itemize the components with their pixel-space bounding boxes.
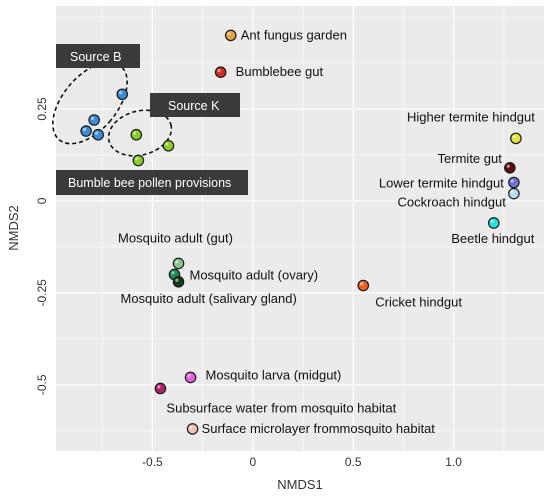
x-tick-label: 1.0: [445, 455, 462, 469]
point-label: Cockroach hindgut: [397, 195, 506, 210]
point-label: Cricket hindgut: [375, 295, 462, 310]
x-tick-label: 0.5: [345, 455, 362, 469]
source-k-ellipse: [107, 109, 173, 157]
data-point: [172, 276, 185, 288]
data-point: [357, 279, 370, 292]
group-label-boxes: Source B Source K Bumble bee pollen prov…: [56, 44, 248, 195]
data-point: [154, 382, 167, 395]
y-tick-label: -0.25: [35, 279, 49, 307]
point-label: Higher termite hindgut: [407, 109, 535, 124]
source-b-box: [56, 44, 140, 68]
grid-lines: [56, 6, 544, 451]
data-point: [508, 176, 520, 189]
point-label: Surface microlayer frommosquito habitat: [202, 421, 436, 436]
y-tick-label: 0.25: [35, 97, 49, 121]
data-point: [504, 162, 516, 174]
point-label: Bumblebee gut: [236, 64, 324, 79]
point-label: Mosquito adult (gut): [118, 230, 233, 245]
data-point: [508, 187, 520, 200]
tick-labels: -0.5 0 0.5 1.0 -0.5 -0.25 0 0.25: [35, 97, 462, 469]
y-axis-title: NMDS2: [6, 205, 21, 251]
data-point: [224, 29, 237, 42]
data-points: [80, 29, 522, 435]
point-label: Ant fungus garden: [241, 27, 347, 42]
x-axis-title: NMDS1: [277, 477, 323, 492]
data-point: [214, 66, 227, 78]
source-b-ellipse: [52, 61, 128, 145]
y-tick-label: 0: [35, 197, 49, 204]
pollen-provisions-box: [56, 170, 248, 195]
source-k-box: [150, 93, 240, 117]
group-source-b-point: [116, 88, 129, 101]
group-source-b-point: [88, 114, 100, 126]
point-label: Lower termite hindgut: [379, 176, 504, 191]
x-tick-label: -0.5: [142, 455, 163, 469]
group-source-b-point: [80, 125, 92, 137]
group-source-k-point: [132, 154, 145, 167]
point-label: Mosquito adult (ovary): [189, 267, 318, 282]
plot-background: [56, 6, 544, 451]
group-source-k-point: [162, 139, 175, 152]
data-point: [487, 217, 500, 229]
point-label: Mosquito adult (salivary gland): [121, 291, 297, 306]
data-point: [172, 257, 185, 270]
data-point: [186, 423, 199, 435]
group-ellipses: [52, 61, 173, 157]
source-k-label: Source K: [168, 99, 220, 113]
data-point: [184, 371, 197, 384]
point-label: Mosquito larva (midgut): [206, 367, 342, 382]
point-labels: Ant fungus garden Bumblebee gut Higher ter…: [118, 27, 535, 436]
y-tick-label: -0.5: [35, 374, 49, 395]
point-label: Beetle hindgut: [451, 231, 535, 246]
data-point: [510, 132, 522, 145]
point-label: Subsurface water from mosquito habitat: [166, 400, 396, 415]
point-label: Termite gut: [438, 151, 503, 166]
source-b-label: Source B: [70, 50, 121, 64]
group-source-k-point: [130, 128, 143, 141]
pollen-provisions-label: Bumble bee pollen provisions: [68, 176, 231, 190]
group-source-b-point: [92, 128, 104, 141]
x-tick-label: 0: [249, 455, 256, 469]
